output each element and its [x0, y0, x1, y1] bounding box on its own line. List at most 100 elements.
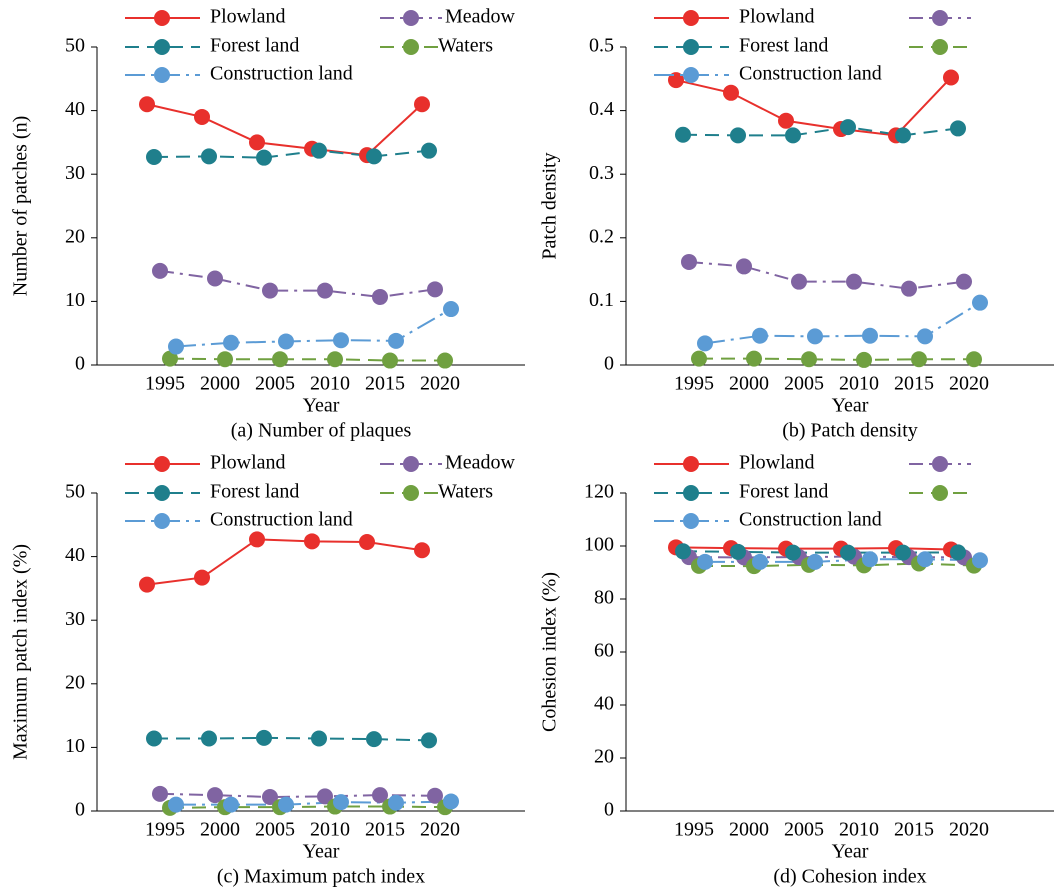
- legend-label: Forest land: [739, 481, 828, 503]
- legend-marker: [403, 485, 419, 501]
- legend-label: Forest land: [210, 481, 299, 503]
- legend-label: Construction land: [210, 63, 353, 85]
- x-axis-title: Year: [832, 841, 869, 863]
- data-point: [317, 282, 333, 299]
- data-point: [675, 126, 691, 143]
- data-point: [372, 787, 388, 804]
- data-point: [801, 351, 817, 368]
- legend-marker: [932, 456, 948, 472]
- data-point: [256, 149, 272, 166]
- y-tick-label: 0.1: [589, 289, 614, 311]
- chart-title: (c) Maximum patch index: [217, 866, 425, 888]
- legend-label: Meadow: [445, 6, 516, 28]
- x-tick-label: 2015: [894, 819, 934, 841]
- data-point: [856, 351, 872, 368]
- x-tick-label: 2015: [894, 373, 934, 395]
- data-point: [895, 544, 911, 561]
- data-point: [675, 543, 691, 560]
- legend-marker: [683, 67, 699, 83]
- legend-label: Forest land: [210, 35, 299, 57]
- data-point: [443, 793, 459, 810]
- legend-item: Construction land: [654, 509, 882, 531]
- data-point: [311, 142, 327, 159]
- x-tick-label: 2020: [949, 819, 989, 841]
- y-tick-label: 80: [594, 587, 614, 609]
- data-point: [736, 258, 752, 275]
- legend-label: Plowland: [210, 452, 286, 474]
- series-line: [146, 538, 423, 586]
- data-point: [950, 544, 966, 561]
- x-tick-label: 2010: [310, 373, 350, 395]
- x-axis-title: Year: [832, 395, 869, 417]
- data-point: [901, 280, 917, 297]
- legend-label: Construction land: [739, 63, 882, 85]
- data-point: [723, 84, 739, 101]
- data-point: [421, 142, 437, 159]
- data-point: [333, 794, 349, 811]
- data-point: [139, 576, 155, 593]
- legend-label: Plowland: [210, 6, 286, 28]
- data-point: [366, 731, 382, 748]
- data-point: [201, 148, 217, 165]
- legend-item: Meadow: [380, 6, 516, 28]
- legend-item: Waters: [380, 481, 493, 503]
- legend-item: Waters: [380, 35, 493, 57]
- legend-item: Plowland: [654, 6, 815, 28]
- x-axis-title: Year: [303, 395, 340, 417]
- series-line: [159, 792, 436, 799]
- legend-marker: [403, 456, 419, 472]
- x-tick-label: 2020: [420, 373, 460, 395]
- x-tick-label: 2000: [200, 373, 240, 395]
- x-tick-label: 2000: [729, 819, 769, 841]
- legend-label: Waters: [438, 35, 493, 57]
- data-point: [152, 785, 168, 802]
- series-line: [699, 357, 974, 361]
- series-line: [675, 76, 952, 137]
- data-point: [146, 730, 162, 747]
- data-point: [421, 732, 437, 749]
- data-point: [272, 351, 288, 368]
- x-tick-label: 2020: [949, 373, 989, 395]
- x-tick-label: 2000: [200, 819, 240, 841]
- series-line: [154, 736, 430, 742]
- legend-marker: [683, 485, 699, 501]
- y-tick-label: 20: [65, 671, 85, 693]
- data-point: [304, 533, 320, 550]
- data-point: [840, 544, 856, 561]
- data-point: [911, 351, 927, 368]
- data-point: [427, 787, 443, 804]
- legend-label: Plowland: [739, 452, 815, 474]
- x-tick-label: 2010: [839, 373, 879, 395]
- data-point: [217, 351, 233, 368]
- data-point: [437, 352, 453, 369]
- data-point: [201, 730, 217, 747]
- data-point: [752, 553, 768, 570]
- data-point: [414, 96, 430, 113]
- series-line: [688, 260, 965, 290]
- x-tick-label: 2005: [255, 819, 295, 841]
- data-point: [791, 273, 807, 290]
- x-tick-label: 2020: [420, 819, 460, 841]
- x-axis-title: Year: [303, 841, 340, 863]
- data-point: [388, 332, 404, 349]
- chart-title: (a) Number of plaques: [231, 420, 412, 442]
- legend-item: Plowland: [654, 452, 815, 474]
- data-point: [317, 788, 333, 805]
- legend-item: [909, 39, 971, 55]
- y-tick-label: 10: [65, 735, 85, 757]
- legend-item: Meadow: [380, 452, 516, 474]
- data-point: [785, 127, 801, 144]
- x-tick-label: 2005: [784, 819, 824, 841]
- series-line: [175, 308, 452, 348]
- y-tick-label: 30: [65, 608, 85, 630]
- data-point: [311, 730, 327, 747]
- legend-label: Construction land: [210, 509, 353, 531]
- data-point: [681, 253, 697, 270]
- legend-item: Construction land: [125, 63, 353, 85]
- legend-item: [909, 10, 971, 26]
- y-tick-label: 40: [65, 98, 85, 120]
- series-line: [682, 126, 959, 137]
- legend-item: Plowland: [125, 6, 286, 28]
- x-tick-label: 2015: [365, 373, 405, 395]
- data-point: [846, 273, 862, 290]
